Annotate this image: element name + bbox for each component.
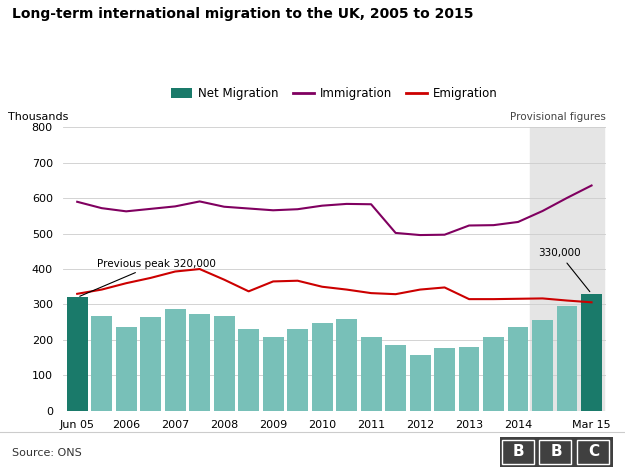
Bar [238,329,259,411]
Text: B: B [513,445,524,459]
Bar [531,127,604,411]
Bar [140,317,161,411]
Bar [67,297,88,411]
Text: Provisional figures: Provisional figures [511,112,606,122]
Bar [288,329,308,411]
Bar [189,314,210,411]
Bar [532,320,553,411]
Bar [459,346,479,411]
Legend: Net Migration, Immigration, Emigration: Net Migration, Immigration, Emigration [166,83,502,105]
FancyBboxPatch shape [502,440,534,464]
Bar [91,316,112,411]
Bar [214,316,234,411]
Text: Thousands: Thousands [8,112,69,122]
Bar [361,337,381,411]
FancyBboxPatch shape [539,440,571,464]
Text: Previous peak 320,000: Previous peak 320,000 [80,259,216,296]
Text: C: C [588,445,599,459]
Text: Source: ONS: Source: ONS [12,448,82,458]
Text: Long-term international migration to the UK, 2005 to 2015: Long-term international migration to the… [12,7,474,21]
Bar [410,355,431,411]
Text: B: B [551,445,562,459]
Bar [165,309,186,411]
Bar [385,345,406,411]
Bar [508,327,529,411]
Bar [434,348,455,411]
Bar [483,337,504,411]
Bar [557,306,578,411]
Bar [262,337,284,411]
Bar [116,328,137,411]
Bar [312,323,332,411]
FancyBboxPatch shape [577,440,609,464]
Bar [581,294,602,411]
Text: 330,000: 330,000 [538,248,590,292]
Bar [336,319,357,411]
